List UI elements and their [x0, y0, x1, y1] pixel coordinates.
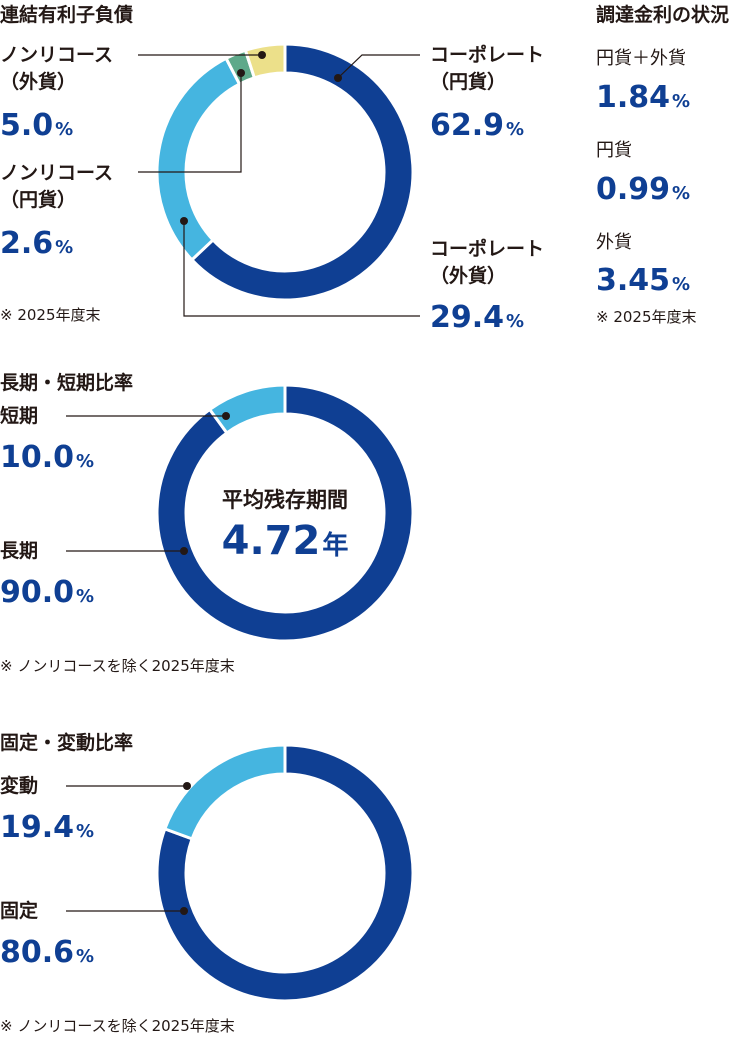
donut-slice-1: [155, 743, 415, 1003]
rates-note: ※ 2025年度末: [596, 308, 697, 326]
leader-dot-nr-yen: [237, 69, 245, 77]
rate-type-title: 固定・変動比率: [0, 732, 134, 754]
rates-title: 調達金利の状況: [596, 4, 730, 26]
rate-type-note: ※ ノンリコースを除く2025年度末: [0, 1017, 235, 1035]
debt-note: ※ 2025年度末: [0, 306, 101, 324]
short-value: 10.0%: [0, 440, 95, 475]
donut-slice-2: [162, 743, 287, 841]
rate-type-donut-chart: [155, 743, 415, 1003]
leader-dot-long: [180, 547, 188, 555]
variable-value: 19.4%: [0, 810, 95, 845]
leader-corp-yen: [337, 54, 420, 79]
rate-yen-label: 円貨: [596, 140, 632, 161]
leader-dot-nr-foreign: [258, 51, 266, 59]
rate-all-value: 1.84%: [596, 80, 691, 115]
variable-label: 変動: [0, 775, 39, 797]
fixed-label: 固定: [0, 900, 39, 922]
short-label: 短期: [0, 405, 39, 427]
rate-all-label: 円貨＋外貨: [596, 48, 686, 69]
nr-foreign-label: ノンリコース （外貨）: [0, 44, 114, 93]
donut-slice-2: [207, 383, 287, 436]
long-label: 長期: [0, 540, 39, 562]
avg-maturity-value: 4.72年: [221, 518, 349, 564]
leader-dot-corp-yen: [334, 74, 342, 82]
long-value: 90.0%: [0, 575, 95, 610]
rate-foreign-value: 3.45%: [596, 263, 691, 298]
corp-yen-value: 62.9%: [430, 108, 525, 143]
leader-dot-fixed: [180, 907, 188, 915]
donut-slice-2: [155, 56, 242, 262]
nr-yen-label: ノンリコース （円貨）: [0, 162, 114, 211]
nr-foreign-value: 5.0%: [0, 108, 74, 143]
rate-foreign-label: 外貨: [596, 232, 632, 253]
term-title: 長期・短期比率: [0, 372, 134, 394]
leader-dot-corp-foreign: [180, 217, 188, 225]
avg-maturity-title: 平均残存期間: [222, 488, 348, 512]
corp-yen-label: コーポレート （円貨）: [430, 44, 545, 93]
leader-corp-foreign: [183, 221, 420, 317]
leader-lines: [66, 54, 420, 912]
corp-foreign-value: 29.4%: [430, 300, 525, 335]
corp-foreign-label: コーポレート （外貨）: [430, 238, 545, 287]
donut-slice-4: [243, 42, 287, 80]
leader-dot-var: [183, 782, 191, 790]
donut-slice-1: [189, 42, 415, 302]
fixed-value: 80.6%: [0, 935, 95, 970]
term-note: ※ ノンリコースを除く2025年度末: [0, 657, 235, 675]
donut-slice-1: [155, 383, 415, 643]
nr-yen-value: 2.6%: [0, 226, 74, 261]
leader-nr-yen: [138, 73, 242, 173]
leader-dot-short: [222, 412, 230, 420]
rate-yen-value: 0.99%: [596, 172, 691, 207]
debt-title: 連結有利子負債: [0, 4, 134, 26]
term-donut-chart: [155, 383, 415, 643]
